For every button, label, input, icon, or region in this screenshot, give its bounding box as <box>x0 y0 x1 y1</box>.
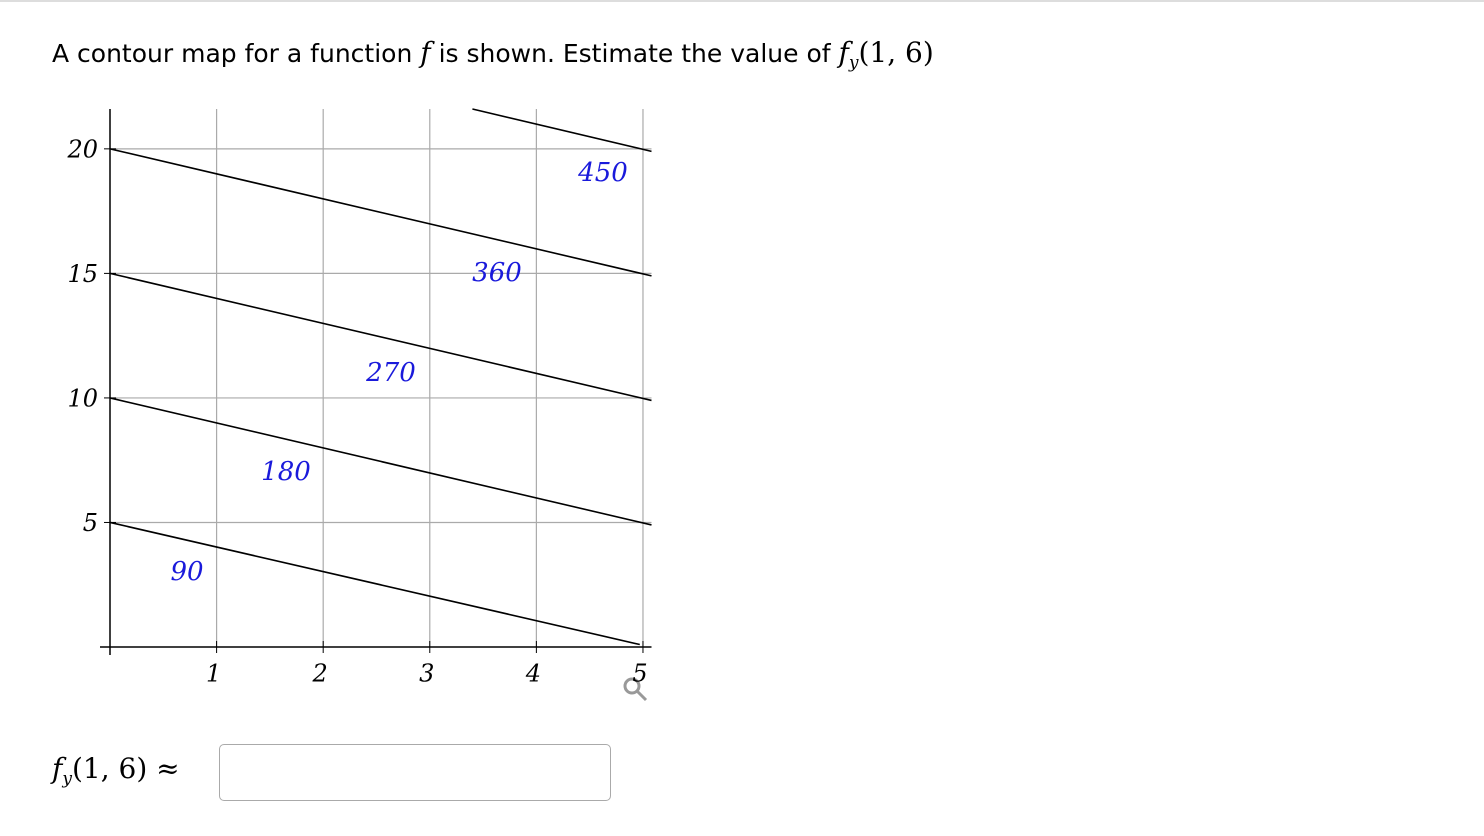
y-tick-label: 10 <box>67 384 98 412</box>
zoom-icon[interactable] <box>623 677 648 702</box>
contour-line <box>109 397 652 526</box>
answer-label: fy(1, 6) ≈ <box>52 752 180 789</box>
contour-label: 450 <box>577 158 628 188</box>
math-args: (1, 6) <box>858 36 934 69</box>
approx: ≈ <box>156 752 180 785</box>
question-text: A contour map for a function <box>52 39 413 68</box>
answer-input[interactable] <box>219 744 611 801</box>
y-tick-label: 15 <box>67 260 98 288</box>
math-sub: y <box>62 769 72 789</box>
x-tick-label: 4 <box>525 660 541 688</box>
x-tick-label: 5 <box>632 660 647 688</box>
contour-label: 360 <box>472 258 522 288</box>
contour-line <box>472 108 652 153</box>
contour-line <box>109 148 652 277</box>
x-tick-label: 1 <box>206 660 221 688</box>
math-f: f <box>838 36 849 69</box>
x-tick-label: 2 <box>312 660 328 688</box>
contour-line <box>109 521 640 646</box>
y-tick-label: 5 <box>83 509 98 537</box>
function-name: f <box>420 36 431 69</box>
contour-line <box>109 272 652 402</box>
y-tick-label: 20 <box>66 135 98 163</box>
contour-label: 90 <box>170 557 203 587</box>
top-border <box>0 0 1484 2</box>
x-tick-label: 3 <box>419 660 434 688</box>
contour-label: 180 <box>261 457 311 487</box>
question-text: is shown. Estimate the value of <box>438 39 831 68</box>
math-f: f <box>52 752 63 785</box>
contour-label: 270 <box>365 358 416 388</box>
math-sub: y <box>848 53 859 73</box>
contour-plot: 1 2 3 4 5 5 10 15 20 90 180 270 360 450 <box>66 108 652 702</box>
math-args: (1, 6) <box>71 752 148 785</box>
question: A contour map for a function f is shown.… <box>52 36 934 73</box>
